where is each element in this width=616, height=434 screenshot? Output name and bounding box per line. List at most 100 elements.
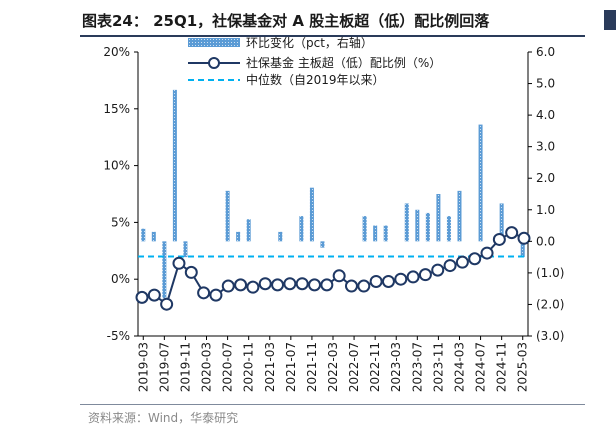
- line-point-4: [184, 265, 198, 279]
- x-tick-label: 2025-03: [516, 342, 530, 392]
- line-point-30: [505, 226, 519, 240]
- legend: 环比变化（pct，右轴） 社保基金 主板超（低）配比例（%） 中位数（自2019年以…: [188, 35, 441, 87]
- line-point-5: [197, 286, 211, 300]
- bar-2022-11: [373, 225, 378, 242]
- line-point-3: [172, 256, 186, 270]
- x-tick-label: 2021-11: [305, 342, 319, 392]
- bar-2019-05: [151, 231, 156, 242]
- right-tick-label: 5.0: [536, 77, 555, 91]
- bar-2024-07: [478, 124, 483, 242]
- bar-2023-01: [383, 225, 388, 242]
- bar-2024-01: [446, 216, 451, 242]
- legend-line-marker: [208, 57, 220, 69]
- line-point-11: [271, 278, 285, 292]
- line-point-12: [283, 277, 297, 291]
- adjacent-figure-edge: [604, 10, 616, 30]
- bar-2021-11: [309, 187, 314, 242]
- bar-2024-03: [457, 190, 462, 242]
- title-rule: [80, 35, 585, 37]
- x-tick-label: 2022-07: [347, 342, 361, 392]
- line-point-23: [418, 268, 432, 282]
- legend-bar-label: 环比变化（pct，右轴）: [246, 35, 373, 50]
- line-point-17: [344, 279, 358, 293]
- right-tick-label: 0.0: [536, 234, 555, 248]
- right-tick-label: 1.0: [536, 203, 555, 217]
- bar-2019-07: [162, 241, 167, 299]
- line-point-20: [381, 274, 395, 288]
- bar-2019-11: [183, 241, 188, 258]
- x-tick-label: 2019-03: [136, 342, 150, 392]
- bar-2023-09: [425, 212, 430, 242]
- line-point-2: [160, 297, 174, 311]
- line-point-7: [221, 279, 235, 293]
- bar-2020-11: [246, 219, 251, 242]
- bar-series-layer: [141, 89, 525, 299]
- x-tick-label: 2019-11: [178, 342, 192, 392]
- line-point-29: [492, 232, 506, 246]
- line-point-26: [455, 255, 469, 269]
- source-note: 资料来源：Wind，华泰研究: [88, 411, 239, 425]
- line-point-6: [209, 288, 223, 302]
- bar-2019-03: [141, 228, 146, 242]
- line-point-31: [517, 231, 531, 245]
- bar-2020-09: [236, 231, 241, 242]
- bar-2022-09: [362, 216, 367, 242]
- line-point-14: [308, 278, 322, 292]
- x-tick-label: 2024-03: [452, 342, 466, 392]
- line-point-28: [480, 246, 494, 260]
- right-tick-label: 2.0: [536, 171, 555, 185]
- x-tick-label: 2023-07: [410, 342, 424, 392]
- right-tick-label: 4.0: [536, 108, 555, 122]
- right-tick-label: (1.0): [536, 266, 564, 280]
- x-tick-label: 2020-03: [200, 342, 214, 392]
- bar-2023-07: [415, 209, 420, 242]
- x-tick-label: 2022-11: [368, 342, 382, 392]
- left-tick-label: 20%: [103, 45, 130, 59]
- x-tick-label: 2020-07: [221, 342, 235, 392]
- line-point-18: [357, 279, 371, 293]
- bar-2022-01: [320, 241, 325, 248]
- line-point-22: [406, 270, 420, 284]
- left-tick-label: 0%: [111, 272, 130, 286]
- bar-2023-05: [404, 203, 409, 242]
- left-tick-label: -5%: [107, 329, 130, 343]
- bar-2021-09: [299, 216, 304, 242]
- bar-2019-09: [172, 89, 177, 242]
- right-tick-label: 3.0: [536, 140, 555, 154]
- chart-title: 图表24： 25Q1，社保基金对 A 股主板超（低）配比例回落: [82, 12, 490, 30]
- line-point-0: [135, 290, 149, 304]
- legend-bar-swatch: [188, 38, 240, 47]
- line-point-9: [246, 280, 260, 294]
- bar-2024-11: [499, 203, 504, 242]
- x-tick-label: 2021-03: [263, 342, 277, 392]
- line-point-21: [394, 272, 408, 286]
- left-tick-label: 5%: [111, 215, 130, 229]
- bar-2021-05: [278, 231, 283, 242]
- line-point-10: [258, 277, 272, 291]
- bar-2020-07: [225, 190, 230, 242]
- line-point-16: [332, 269, 346, 283]
- x-tick-label: 2024-11: [495, 342, 509, 392]
- line-point-25: [443, 259, 457, 273]
- x-tick-label: 2023-11: [431, 342, 445, 392]
- line-point-1: [147, 288, 161, 302]
- left-tick-label: 15%: [103, 102, 130, 116]
- bar-2025-03: [520, 241, 525, 258]
- right-tick-label: (2.0): [536, 297, 564, 311]
- bottom-rule: [80, 404, 585, 405]
- plot-frame: [137, 52, 529, 337]
- right-tick-label: 6.0: [536, 45, 555, 59]
- x-tick-label: 2023-03: [389, 342, 403, 392]
- line-point-19: [369, 274, 383, 288]
- legend-median-label: 中位数（自2019年以来）: [246, 72, 385, 87]
- line-series-layer: [135, 226, 531, 311]
- bar-2023-11: [436, 194, 441, 242]
- x-tick-label: 2021-07: [284, 342, 298, 392]
- line-point-8: [234, 278, 248, 292]
- line-point-27: [468, 252, 482, 266]
- left-tick-label: 10%: [103, 159, 130, 173]
- line-point-13: [295, 277, 309, 291]
- legend-line-label: 社保基金 主板超（低）配比例（%）: [246, 55, 441, 70]
- x-tick-label: 2024-07: [474, 342, 488, 392]
